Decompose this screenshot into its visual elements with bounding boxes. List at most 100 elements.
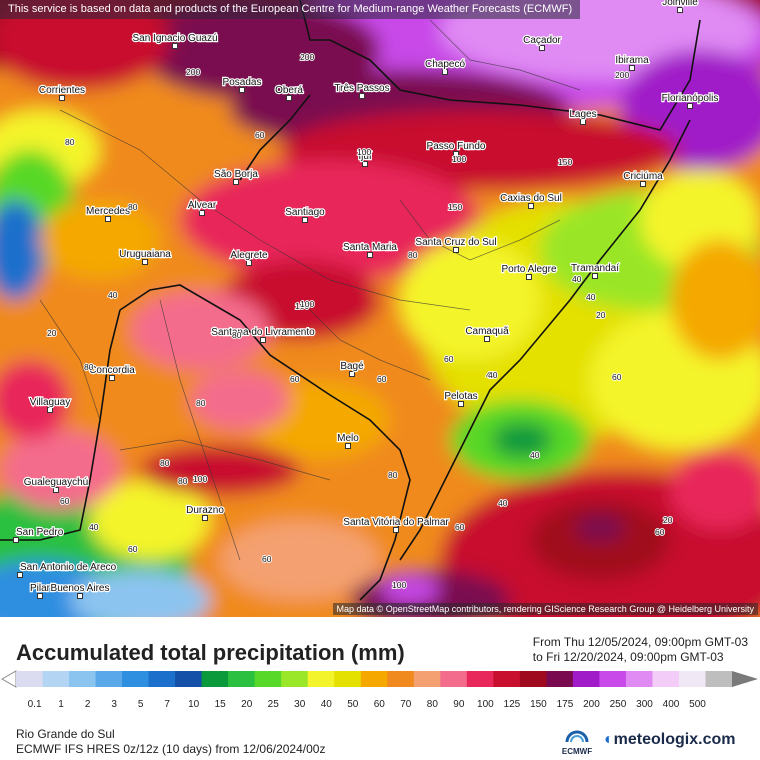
city-marker (687, 103, 693, 109)
scale-swatch (546, 671, 574, 687)
scale-tick-label: 0.1 (28, 699, 42, 710)
city-marker (640, 181, 646, 187)
city-marker (202, 515, 208, 521)
model-run-info: ECMWF IFS HRES 0z/12z (10 days) from 12/… (16, 742, 326, 756)
contour-value: 20 (596, 310, 606, 320)
region-name: Rio Grande do Sul (16, 727, 115, 741)
contour-value: 40 (488, 370, 498, 380)
city-label: Joinville (662, 0, 698, 8)
city-marker (59, 95, 65, 101)
city-label: Villaguay (30, 397, 70, 408)
city-marker (580, 119, 586, 125)
city-label: Melo (337, 433, 359, 444)
city-label: Camaquã (465, 326, 509, 337)
ecmwf-banner: This service is based on data and produc… (0, 0, 581, 19)
contour-value: 80 (408, 250, 418, 260)
scale-tick-label: 90 (453, 699, 465, 710)
scale-tick-label: 500 (689, 699, 706, 710)
city-marker (592, 273, 598, 279)
city-marker (362, 161, 368, 167)
city-labels: San Ignacio Guazú Posadas Oberá Três Passos… (13, 0, 720, 599)
scale-tick-label: 125 (504, 699, 521, 710)
contour-value: 60 (377, 374, 387, 384)
city-label: Criciúma (623, 171, 663, 182)
scale-tick-label: 300 (636, 699, 653, 710)
scale-tick-label: 25 (268, 699, 280, 710)
city-label: Três Passos (334, 83, 389, 94)
precipitation-map[interactable]: San Ignacio Guazú Posadas Oberá Três Passos… (0, 0, 760, 617)
precipitation-field (0, 0, 760, 617)
meteologix-logo[interactable]: ◐meteologix.com (604, 731, 736, 748)
scale-swatch (307, 671, 335, 687)
contour-value: 20 (47, 328, 57, 338)
city-label: São Borja (214, 169, 258, 180)
scale-swatch (228, 671, 256, 687)
city-label: San Antonio de Areco (20, 562, 117, 573)
city-label: San Pedro (16, 527, 64, 538)
contour-value: 40 (572, 274, 582, 284)
contour-value: 150 (448, 202, 462, 212)
map-attribution[interactable]: Map data © OpenStreetMap contributors, r… (332, 603, 758, 615)
contour-value: 80 (128, 202, 138, 212)
contour-value: 60 (455, 522, 465, 532)
contour-value: 80 (196, 398, 206, 408)
contour-value: 150 (558, 157, 572, 167)
city-label: Corrientes (39, 85, 85, 96)
city-label: Santa Maria (343, 242, 397, 253)
scale-swatch (705, 671, 733, 687)
svg-text:ECMWF: ECMWF (562, 747, 592, 756)
city-label: Tramandaí (571, 263, 619, 274)
city-label: Alegrete (230, 250, 268, 261)
city-label: Buenos Aires (51, 583, 110, 594)
contour-value: 200 (615, 70, 629, 80)
city-marker (17, 572, 23, 578)
city-label: Pelotas (444, 391, 477, 402)
city-marker (47, 407, 53, 413)
scale-left-arrow (0, 670, 17, 688)
scale-swatch (69, 671, 97, 687)
period-from: From Thu 12/05/2024, 09:00pm GMT-03 (532, 635, 748, 649)
scale-swatch (360, 671, 388, 687)
city-label: Florianópolis (662, 93, 719, 104)
scale-swatch (281, 671, 309, 687)
contour-value: 80 (388, 470, 398, 480)
city-marker (302, 217, 308, 223)
contour-value: 80 (160, 458, 170, 468)
contour-value: 60 (290, 374, 300, 384)
scale-swatch (254, 671, 282, 687)
city-marker (260, 337, 266, 343)
contour-value: 60 (255, 130, 265, 140)
city-marker (239, 87, 245, 93)
scale-tick-label: 40 (321, 699, 333, 710)
scale-tick-label: 7 (164, 699, 170, 710)
contour-value: 200 (300, 52, 314, 62)
scale-swatch (440, 671, 468, 687)
scale-tick-label: 5 (138, 699, 144, 710)
contour-value: 100 (357, 147, 371, 157)
city-marker (528, 203, 534, 209)
city-label: Caxias do Sul (500, 193, 562, 204)
ecmwf-logo: ECMWF (562, 730, 592, 756)
contour-value: 100 (392, 580, 406, 590)
contour-value: 80 (84, 362, 94, 372)
scale-tick-label: 20 (241, 699, 253, 710)
city-marker (453, 247, 459, 253)
contour-value: 20 (663, 515, 673, 525)
scale-right-arrow (732, 671, 758, 687)
city-label: Alvear (188, 200, 217, 211)
city-marker (37, 593, 43, 599)
scale-tick-label: 80 (427, 699, 439, 710)
color-scale-legend: 0.1 1 2 3 5 7 10 15 20 25 30 40 50 60 70 80 90 100 125 150 1… (0, 670, 758, 710)
contour-value: 60 (655, 527, 665, 537)
contour-value: 80 (178, 476, 188, 486)
city-marker (526, 274, 532, 280)
scale-swatch (42, 671, 70, 687)
city-marker (458, 401, 464, 407)
scale-swatch (387, 671, 415, 687)
scale-tick-label: 30 (294, 699, 306, 710)
scale-swatch (625, 671, 653, 687)
city-label: Caçador (523, 35, 561, 46)
scale-swatch (16, 671, 44, 687)
city-label: Santa Cruz do Sul (415, 237, 496, 248)
